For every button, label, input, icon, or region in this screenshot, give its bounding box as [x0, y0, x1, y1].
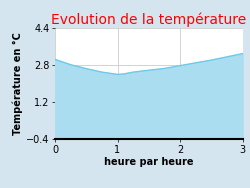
Y-axis label: Température en °C: Température en °C	[13, 32, 23, 135]
X-axis label: heure par heure: heure par heure	[104, 158, 194, 168]
Title: Evolution de la température: Evolution de la température	[51, 13, 246, 27]
